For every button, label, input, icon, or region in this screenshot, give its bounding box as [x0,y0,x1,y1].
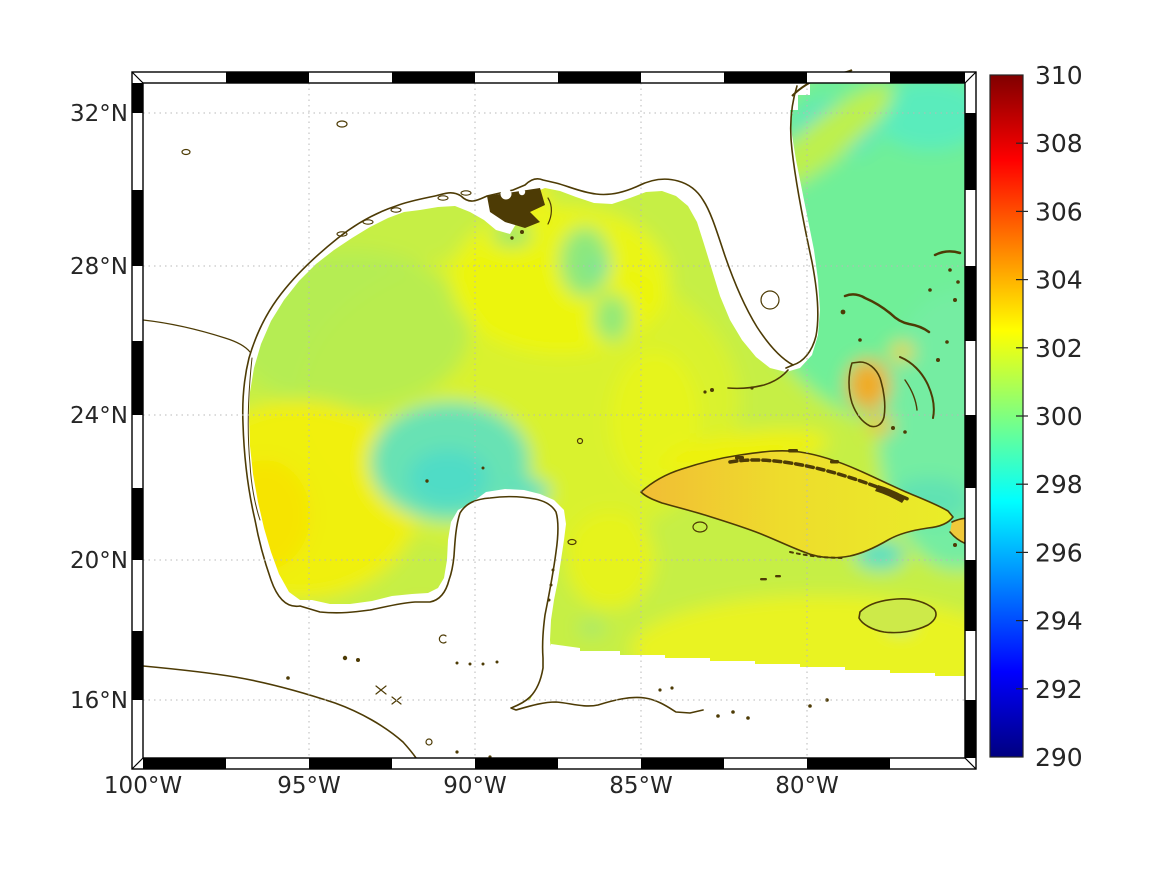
frame-corner-bevel [964,757,977,770]
colorbar-tick-label: 308 [1035,129,1083,158]
colorbar-tick-label: 294 [1035,607,1083,636]
jamaica-coastline [858,598,937,634]
lat-tick-label: 20°N [70,548,128,574]
lat-tick-label: 32°N [70,101,128,127]
lon-tick-label: 100°W [104,773,182,799]
colorbar-tick-label: 296 [1035,538,1083,567]
frame-bottom-black-seg [475,758,558,769]
bahamas-abaco-arc [843,293,931,334]
reef-cross-1 [375,685,387,695]
campeche-c-islet [438,634,447,644]
frame-inner-line [142,82,966,759]
lat-tick-label: 24°N [70,403,128,429]
lon-tick-label: 90°W [443,773,507,799]
andros-island [848,361,886,428]
coastline-gulf-rim [785,85,819,369]
barrier-islet-3 [390,207,402,213]
ne-bahamas-bit [933,250,962,257]
colorbar-tick-label: 292 [1035,675,1083,704]
exuma-arc [904,379,918,411]
lon-tick-label: 95°W [277,773,341,799]
mississippi-delta [487,188,545,228]
isla-juventud [692,521,708,533]
texas-barrier-island [247,357,261,521]
colorbar-tick-label: 300 [1035,402,1083,431]
frame-right-black-seg [965,266,976,341]
colorbar-tick-label: 310 [1035,61,1083,90]
frame-right-black-seg [965,700,976,758]
frame-top-black-seg [890,72,965,83]
frame-left-black-seg [132,488,143,560]
mainland-land-mask [143,83,820,758]
islet-q [425,738,433,746]
frame-left-black-seg [132,341,143,415]
frame-top-band [143,72,965,83]
frame-top-black-seg [558,72,641,83]
frame-left-black-seg [132,83,143,113]
frame-top-black-seg [226,72,309,83]
cozumel [567,538,577,546]
frame-corner-bevel [964,71,977,84]
hispaniola-coastline [949,517,965,545]
gridlines [143,83,965,758]
frame-right-black-seg [965,415,976,488]
frame-corner-bevel [131,757,144,770]
frame-top-black-seg [392,72,475,83]
frame-right-black-seg [965,560,976,631]
coastline-pacific [143,665,418,758]
rio-grande [143,319,251,353]
land-no-data-mask [143,83,965,758]
eleuthera-arc [899,356,935,419]
no-data-south-mask [495,644,965,758]
alacranes-reef [576,437,584,445]
colorbar-tick-label: 302 [1035,334,1083,363]
frame-outer-line [131,71,977,770]
island-data-fills [641,450,965,633]
colorbar-tick-label: 304 [1035,266,1083,295]
colorbar-tick-label: 290 [1035,743,1083,772]
frame-left-black-seg [132,631,143,700]
chandeleur-arc [547,197,552,225]
map-interior [143,83,965,758]
lon-tick-label: 85°W [609,773,673,799]
lat-tick-label: 16°N [70,688,128,714]
colorbar-tick-label: 306 [1035,197,1083,226]
cuba-fill [641,450,953,558]
island-specks [286,188,960,758]
lake-okeechobee [760,290,780,310]
frame-bottom-black-seg [309,758,392,769]
delta-lakes [500,188,526,200]
inland-lake-2 [336,120,348,128]
map-frame [131,71,977,770]
frame-bottom-black-seg [807,758,890,769]
frame-left-band [132,83,143,758]
cuba-south-cays [789,551,846,559]
hispaniola-fill [950,518,965,544]
barrier-islet-5 [460,190,472,196]
colorbar: 310 308 306 304 302 300 298 296 294 292 290 [989,61,1083,772]
coastlines [143,85,965,758]
frame-left-black-seg [132,190,143,266]
colorbar-tick-label: 298 [1035,470,1083,499]
axis-labels: 32°N 28°N 24°N 20°N 16°N 100°W 95°W 90°W 85°W 80°… [70,101,839,799]
frame-bottom-black-seg [641,758,724,769]
cuba-coastline [640,449,954,559]
frame-bottom-black-seg [143,758,226,769]
lon-tick-label: 80°W [775,773,839,799]
barrier-islet-4 [437,195,449,201]
colorbar-ticks: 310 308 306 304 302 300 298 296 294 292 290 [1016,61,1083,772]
barrier-islet-1 [336,231,348,237]
jamaica-fill [859,598,936,633]
lat-tick-label: 28°N [70,254,128,280]
frame-corner-bevel [131,71,144,84]
florida-keys [727,369,789,390]
coastline-florida-west [241,178,794,714]
frame-right-black-seg [965,113,976,190]
inland-lake-1 [181,148,191,156]
barrier-islet-2 [362,219,374,225]
frame-top-black-seg [724,72,807,83]
